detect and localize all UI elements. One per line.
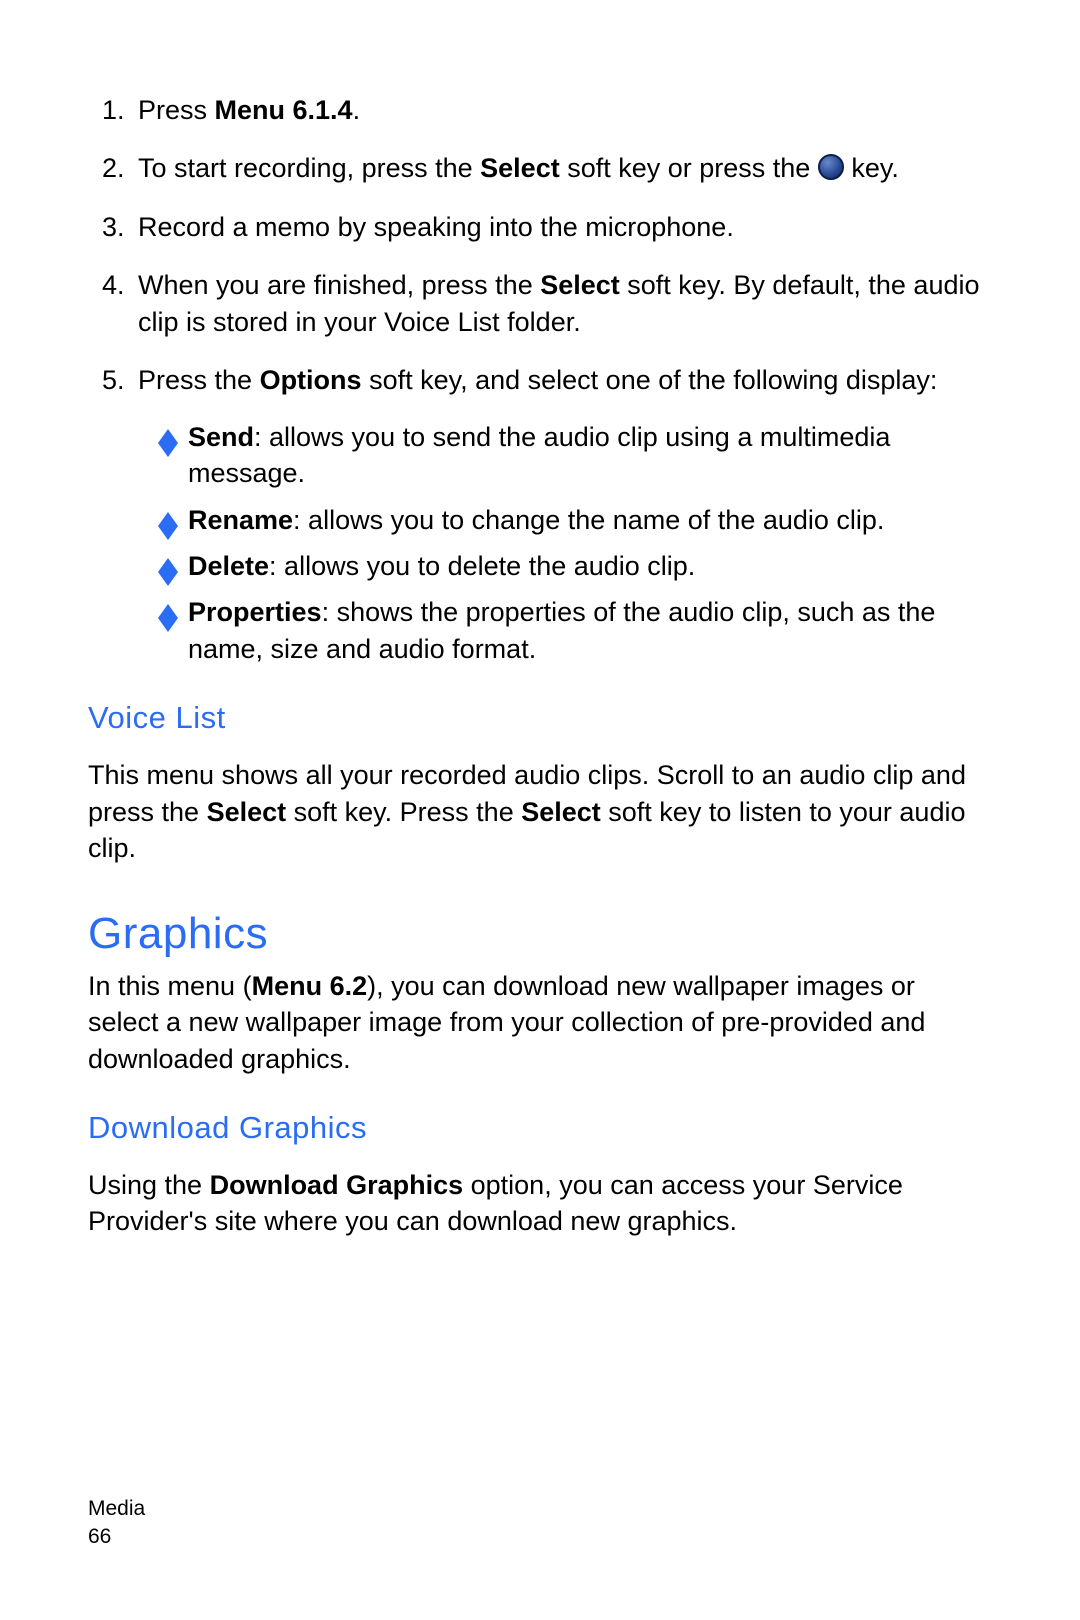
numbered-steps: Press Menu 6.1.4. To start recording, pr…: [88, 92, 992, 667]
body-text: In this menu (Menu 6.2), you can downloa…: [88, 968, 992, 1077]
list-item: Press the Options soft key, and select o…: [132, 362, 992, 667]
option-desc: : allows you to send the audio clip usin…: [188, 422, 890, 488]
option-term: Send: [188, 422, 254, 452]
step-text: To start recording, press the: [138, 153, 480, 183]
option-desc: : allows you to delete the audio clip.: [269, 551, 695, 581]
diamond-bullet-icon: [158, 419, 178, 443]
body-text: Using the Download Graphics option, you …: [88, 1167, 992, 1240]
option-term: Rename: [188, 505, 293, 535]
text-bold: Select: [207, 797, 287, 827]
step-bold: Menu 6.1.4: [215, 95, 353, 125]
step-text: Press the: [138, 365, 260, 395]
section-heading-graphics: Graphics: [88, 904, 992, 963]
step-text: Record a memo by speaking into the micro…: [138, 212, 734, 242]
list-item: Rename: allows you to change the name of…: [158, 502, 992, 538]
step-text: .: [353, 95, 361, 125]
option-term: Properties: [188, 597, 322, 627]
list-item: When you are finished, press the Select …: [132, 267, 992, 340]
option-desc: : allows you to change the name of the a…: [293, 505, 884, 535]
footer-page-number: 66: [88, 1523, 145, 1550]
text-run: Using the: [88, 1170, 210, 1200]
text-run: In this menu (: [88, 971, 252, 1001]
body-text: This menu shows all your recorded audio …: [88, 757, 992, 866]
subheading-voice-list: Voice List: [88, 697, 992, 739]
page-footer: Media 66: [88, 1495, 145, 1550]
step-bold: Select: [480, 153, 560, 183]
text-bold: Select: [521, 797, 601, 827]
subheading-download-graphics: Download Graphics: [88, 1107, 992, 1149]
step-text: soft key, and select one of the followin…: [362, 365, 938, 395]
step-bold: Options: [260, 365, 362, 395]
step-text: Press: [138, 95, 215, 125]
diamond-bullet-icon: [158, 548, 178, 572]
list-item: Delete: allows you to delete the audio c…: [158, 548, 992, 584]
text-bold: Menu 6.2: [252, 971, 368, 1001]
manual-page: Press Menu 6.1.4. To start recording, pr…: [0, 0, 1080, 1620]
list-item: Press Menu 6.1.4.: [132, 92, 992, 128]
diamond-bullet-icon: [158, 594, 178, 618]
footer-chapter: Media: [88, 1495, 145, 1522]
list-item: Send: allows you to send the audio clip …: [158, 419, 992, 492]
step-bold: Select: [540, 270, 620, 300]
text-run: soft key. Press the: [286, 797, 521, 827]
step-text: When you are finished, press the: [138, 270, 540, 300]
step-text: key.: [844, 153, 899, 183]
nav-key-icon: [818, 154, 844, 180]
option-term: Delete: [188, 551, 269, 581]
list-item: Record a memo by speaking into the micro…: [132, 209, 992, 245]
list-item: Properties: shows the properties of the …: [158, 594, 992, 667]
step-text: soft key or press the: [560, 153, 818, 183]
text-bold: Download Graphics: [210, 1170, 464, 1200]
options-list: Send: allows you to send the audio clip …: [138, 419, 992, 668]
list-item: To start recording, press the Select sof…: [132, 150, 992, 186]
diamond-bullet-icon: [158, 502, 178, 526]
